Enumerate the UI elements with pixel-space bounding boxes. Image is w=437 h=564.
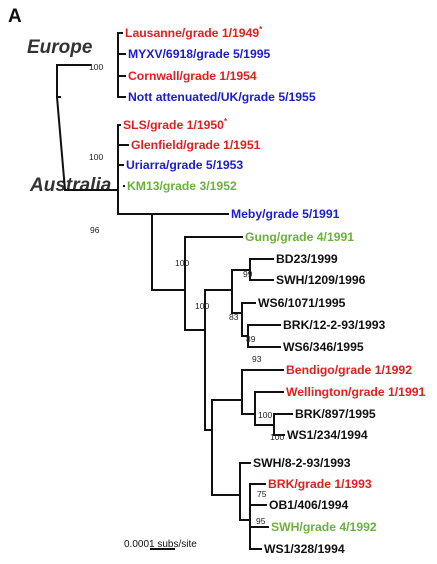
tip-label: BRK/12-2-93/1993 bbox=[283, 318, 386, 332]
tip-label: BD23/1999 bbox=[276, 252, 338, 266]
tip-label: BRK/grade 1/1993 bbox=[268, 477, 372, 491]
bootstrap-value: 100 bbox=[89, 152, 103, 162]
tip-label: Glenfield/grade 1/1951 bbox=[131, 138, 261, 152]
tip-label: Lausanne/grade 1/1949* bbox=[125, 25, 263, 40]
tree-branch bbox=[55, 95, 119, 191]
bootstrap-value: 99 bbox=[243, 269, 253, 279]
bootstrap-value: 89 bbox=[246, 334, 256, 344]
tip-label: Wellington/grade 1/1991 bbox=[286, 385, 426, 399]
bootstrap-value: 100 bbox=[195, 301, 209, 311]
tip-label: WS6/346/1995 bbox=[283, 340, 364, 354]
tip-label: KM13/grade 3/1952 bbox=[127, 179, 237, 193]
panel-label: A bbox=[8, 6, 22, 27]
tip-label: SWH/1209/1996 bbox=[276, 273, 366, 287]
bootstrap-value: 100 bbox=[258, 410, 272, 420]
tip-label: Bendigo/grade 1/1992 bbox=[286, 363, 412, 377]
bootstrap-value: 96 bbox=[90, 225, 100, 235]
scale-bar: 0.0001 subs/site bbox=[124, 539, 197, 550]
tip-label: BRK/897/1995 bbox=[295, 407, 376, 421]
tip-label: WS1/328/1994 bbox=[264, 542, 345, 556]
tip-label: WS6/1071/1995 bbox=[258, 296, 346, 310]
bootstrap-value: 83 bbox=[229, 312, 239, 322]
tree-branches bbox=[55, 32, 293, 550]
bootstrap-value: 95 bbox=[256, 516, 266, 526]
tip-label: SWH/8-2-93/1993 bbox=[253, 456, 351, 470]
tip-label: SWH/grade 4/1992 bbox=[271, 520, 377, 534]
tip-label: MYXV/6918/grade 5/1995 bbox=[128, 47, 270, 61]
region-label-europe: Europe bbox=[27, 37, 93, 58]
tip-label: Cornwall/grade 1/1954 bbox=[128, 69, 257, 83]
region-label-australia: Australia bbox=[29, 175, 112, 196]
tip-label: Uriarra/grade 5/1953 bbox=[126, 158, 243, 172]
bootstrap-value: 93 bbox=[252, 354, 262, 364]
bootstrap-values: 100 100 96 100 100 99 83 89 93 100 100 75 95 bbox=[89, 62, 284, 526]
tip-label: Meby/grade 5/1991 bbox=[231, 207, 340, 221]
tip-label: WS1/234/1994 bbox=[287, 428, 368, 442]
tree-branch bbox=[56, 64, 91, 98]
tip-label: OB1/406/1994 bbox=[269, 498, 349, 512]
bootstrap-value: 100 bbox=[89, 62, 103, 72]
bootstrap-value: 100 bbox=[175, 258, 189, 268]
bootstrap-value: 100 bbox=[270, 432, 284, 442]
scale-bar-label: 0.0001 subs/site bbox=[124, 539, 197, 550]
tip-labels: Lausanne/grade 1/1949* MYXV/6918/grade 5/… bbox=[123, 25, 426, 556]
tip-label: Nott attenuated/UK/grade 5/1955 bbox=[128, 90, 316, 104]
tip-label: Gung/grade 4/1991 bbox=[245, 230, 354, 244]
tip-label: SLS/grade 1/1950* bbox=[123, 117, 228, 132]
bootstrap-value: 75 bbox=[257, 489, 267, 499]
